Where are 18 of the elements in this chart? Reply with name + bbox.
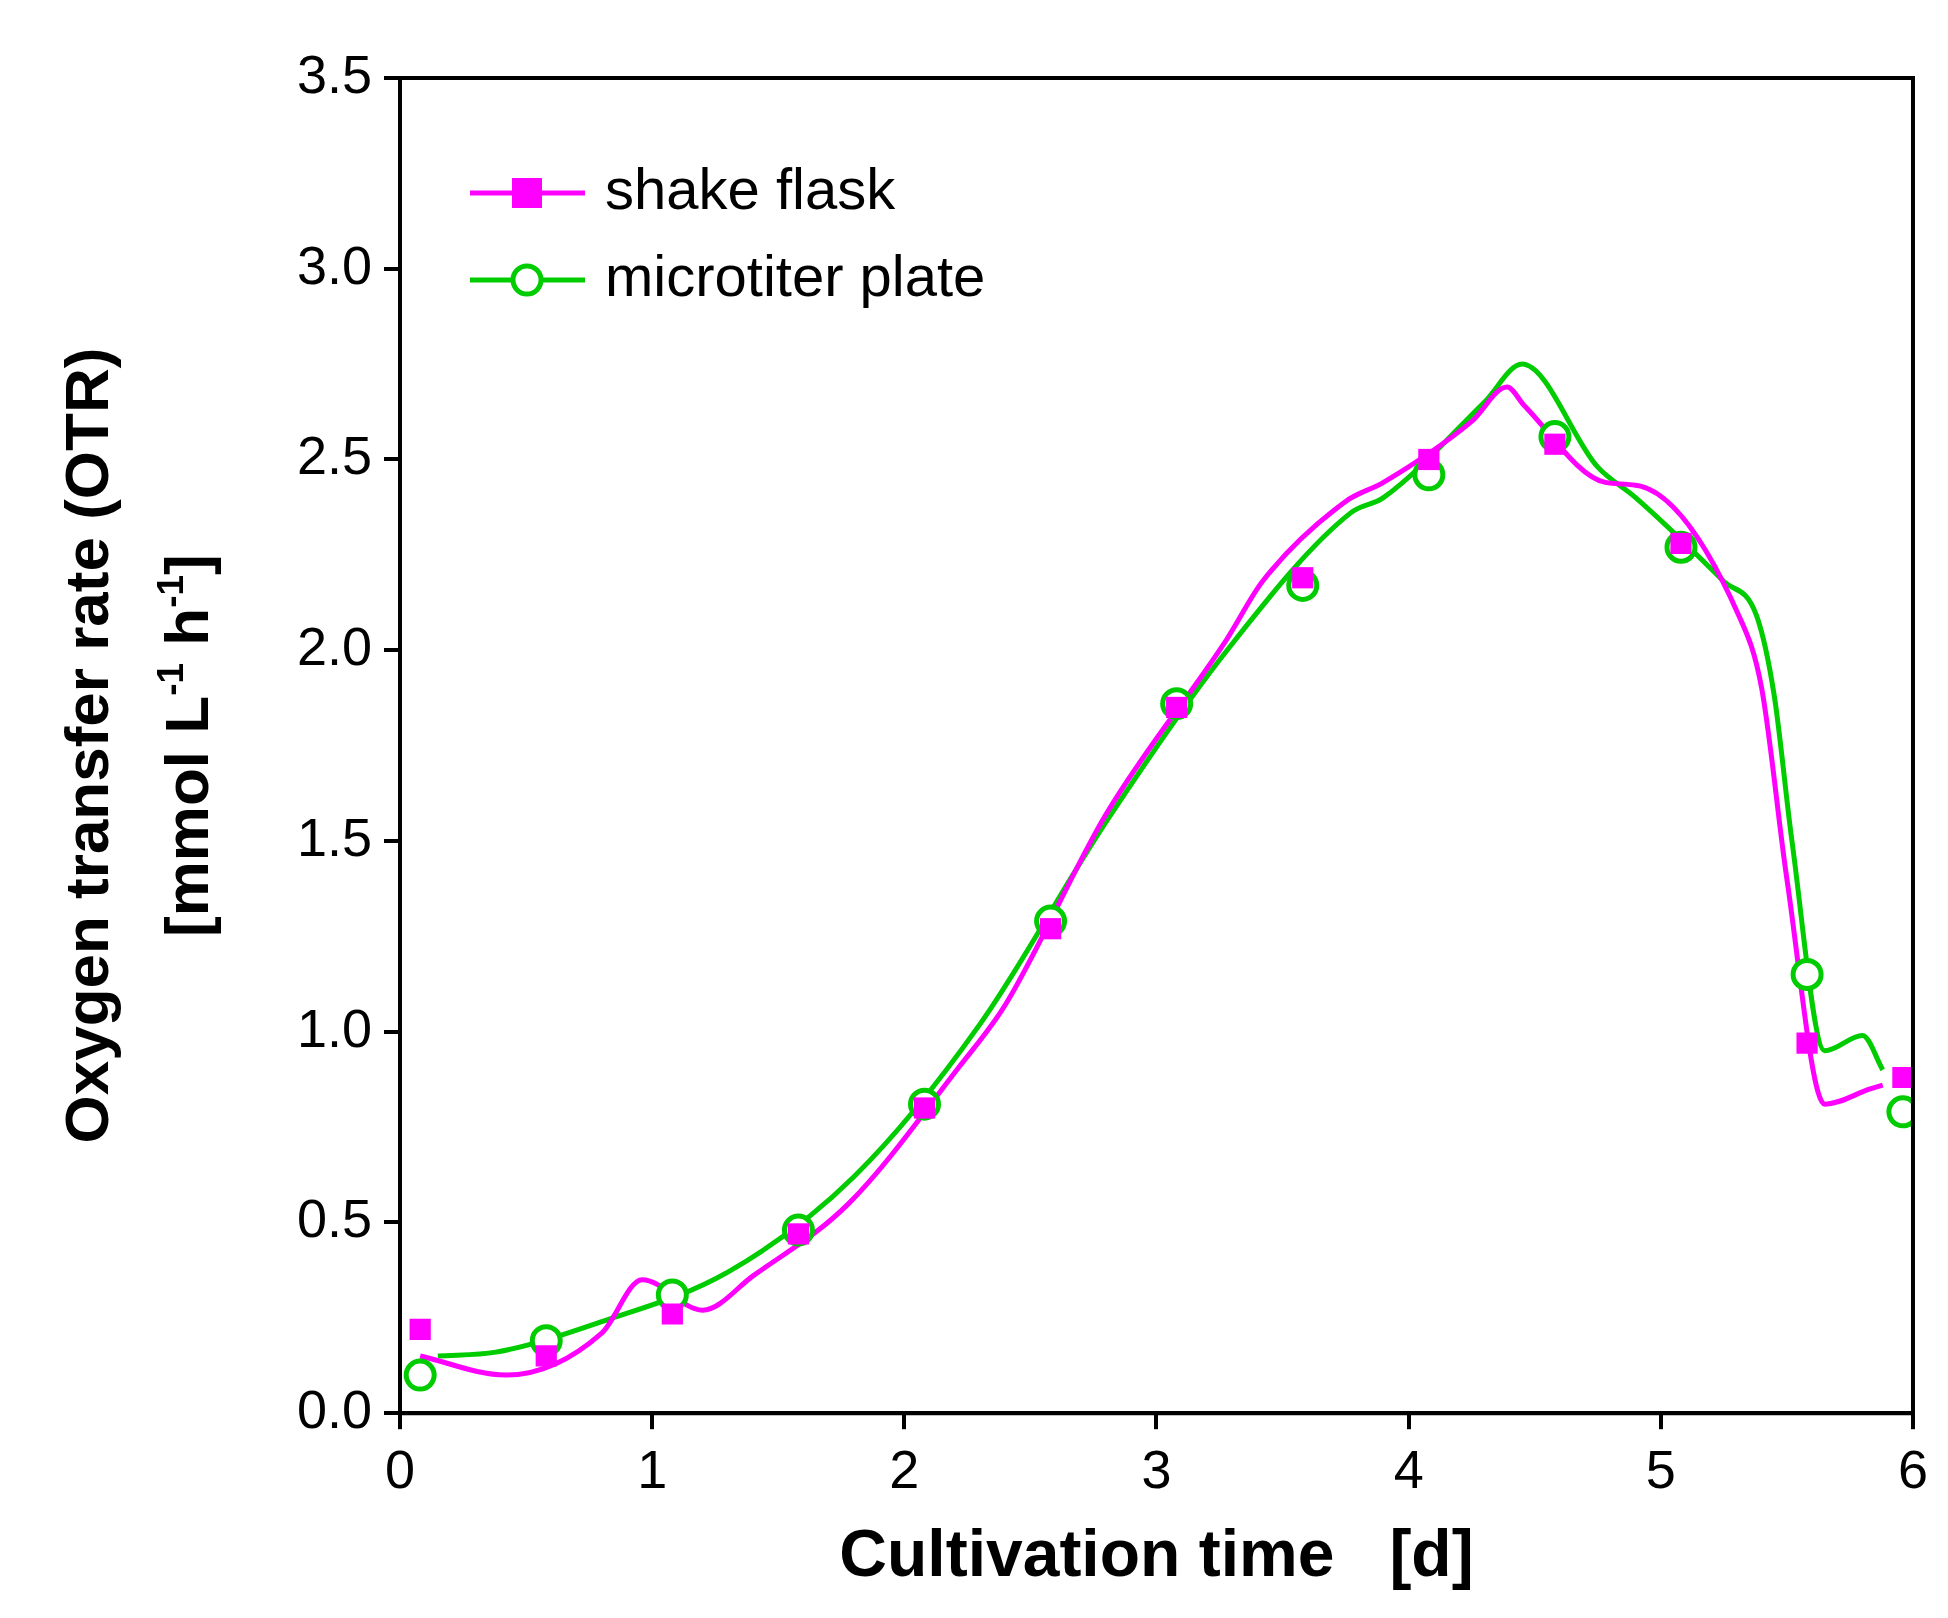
y-tick-label: 2.5: [296, 425, 372, 486]
x-tick-label: 3: [1141, 1439, 1172, 1500]
y-tick-label: 3.5: [296, 43, 372, 104]
x-tick-label: 4: [1393, 1439, 1424, 1500]
y-tick-label: 3.0: [296, 234, 372, 295]
x-axis-title: Cultivation time [d]: [839, 1516, 1474, 1590]
legend-label: microtiter plate: [605, 243, 986, 308]
y-tick-label: 2.0: [296, 616, 372, 677]
y-tick-label: 1.5: [296, 806, 372, 867]
x-tick-label: 0: [384, 1439, 416, 1500]
x-tick-label: 2: [889, 1439, 920, 1500]
x-tick-label: 1: [637, 1439, 668, 1500]
x-tick-label: 5: [1645, 1439, 1676, 1500]
y-tick-label: 0.5: [296, 1188, 372, 1249]
y-tick-label: 0.0: [296, 1379, 372, 1440]
x-tick-label: 6: [1897, 1439, 1929, 1500]
legend-label: shake flask: [605, 156, 897, 221]
y-tick-label: 1.0: [296, 997, 372, 1058]
